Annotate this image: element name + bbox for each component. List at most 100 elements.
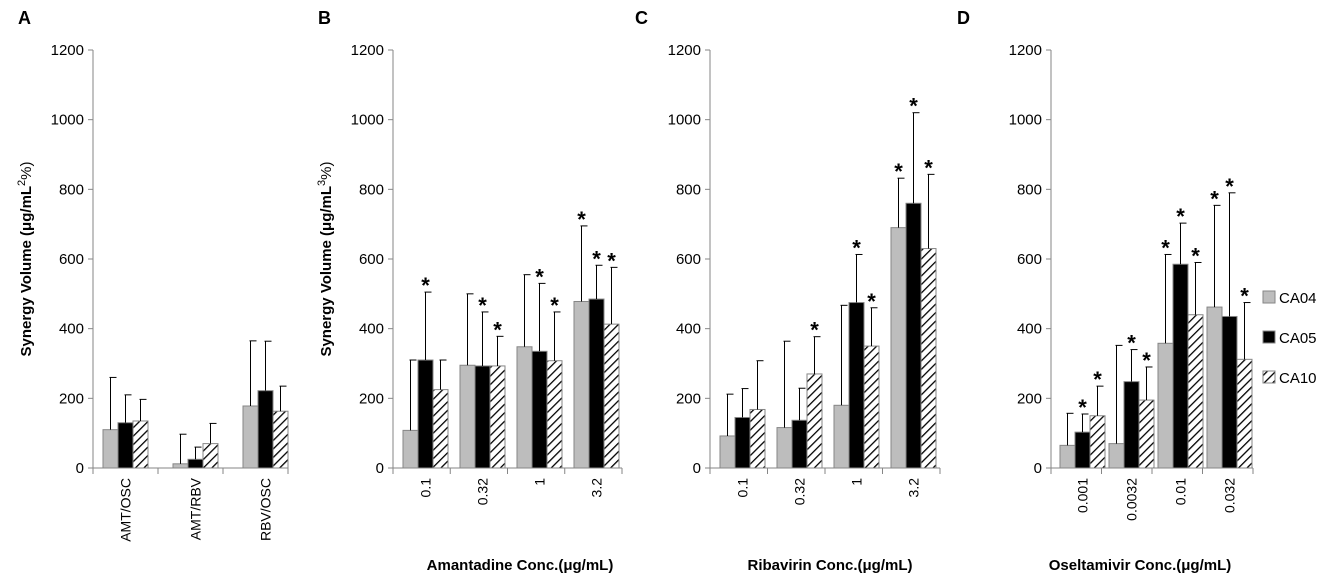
significance-star: * [535,264,544,289]
panel-letter: C [635,8,648,28]
bar-ca05 [117,422,134,469]
x-category-label: 3.2 [589,478,605,498]
bar-ca04 [459,364,476,469]
x-category-label: AMT/RBV [188,477,204,540]
bar-ca05 [791,419,808,469]
bar-ca05 [1074,431,1091,469]
bar-ca04 [890,227,907,469]
panel-letter: B [318,8,331,28]
legend-label-ca05: CA05 [1279,330,1317,347]
panel-a: A 0 200 400 600 800 1000 1200 AMT/OSC AMT/RBV RBV/… [16,8,289,542]
x-category-label: 3.2 [906,478,922,498]
bar-ca05 [588,298,605,469]
bar-ca05 [734,416,751,469]
bar-ca10 [603,323,620,469]
significance-star: * [810,318,819,343]
x-category-label: 0.032 [1222,478,1238,513]
x-category-label: 0.1 [418,478,434,498]
significance-star: * [1240,284,1249,309]
y-tick-label: 200 [676,390,701,407]
bar-ca05 [257,390,274,469]
bar-ca04 [1059,444,1076,469]
y-tick-label: 400 [1017,321,1042,338]
significance-star: * [894,159,903,184]
bar-ca10 [1138,399,1155,469]
y-tick-label: 1000 [1009,112,1042,129]
y-tick-label: 600 [59,251,84,268]
significance-star: * [550,293,559,318]
y-axis-label: Synergy Volume (μg/mL3%) [316,161,335,356]
x-category-label: 0.32 [792,478,808,505]
y-tick-label: 800 [59,181,84,198]
significance-star: * [867,289,876,314]
bar-ca10 [920,248,937,469]
significance-star: * [493,317,502,342]
y-tick-label: 1200 [351,42,384,59]
bar-ca04 [402,429,419,469]
bar-ca10 [1187,314,1204,469]
bar-ca10 [432,389,449,469]
significance-star: * [1127,331,1136,356]
x-category-label: 0.0032 [1124,478,1140,521]
bar-ca05 [417,359,434,469]
y-axis-label: Synergy Volume (μg/mL2%) [16,161,35,356]
bar-ca05 [848,302,865,469]
panel-d: D020040060080010001200**0.001**0.0032***… [957,8,1254,574]
legend-swatch-ca04 [1262,290,1276,304]
x-category-label: 0.1 [735,478,751,498]
y-tick-label: 1200 [1009,42,1042,59]
bar-ca04 [102,429,119,469]
bar-ca10 [272,410,289,469]
x-category-label: AMT/OSC [118,478,134,542]
y-tick-label: 400 [59,321,84,338]
bar-ca04 [242,405,259,469]
legend-swatch-ca10 [1262,370,1276,384]
bar-ca05 [531,350,548,469]
y-tick-label: 200 [1017,390,1042,407]
bar-ca10 [1089,415,1106,469]
legend-label-ca04: CA04 [1279,290,1317,307]
bar-ca04 [172,463,189,469]
significance-star: * [421,273,430,298]
significance-star: * [1093,367,1102,392]
y-tick-label: 1000 [51,112,84,129]
bar-ca10 [489,365,506,469]
panel-letter: A [18,8,31,28]
y-tick-label: 200 [59,390,84,407]
y-tick-label: 800 [1017,181,1042,198]
y-tick-label: 400 [676,321,701,338]
x-axis-label: Amantadine Conc.(μg/mL) [427,557,614,574]
y-tick-label: 200 [359,390,384,407]
y-tick-label: 0 [693,460,701,477]
bar-ca05 [1221,315,1238,469]
significance-star: * [1225,174,1234,199]
bar-ca04 [1157,342,1174,469]
bar-ca10 [863,345,880,469]
legend: CA04 CA05 CA10 [1262,290,1317,387]
y-tick-label: 600 [676,251,701,268]
bar-ca04 [1206,306,1223,469]
y-tick-label: 1200 [668,42,701,59]
y-tick-label: 1000 [668,112,701,129]
significance-star: * [1078,395,1087,420]
bar-ca05 [1123,381,1140,469]
bar-ca10 [132,420,149,469]
significance-star: * [592,246,601,271]
bar-ca05 [187,458,204,469]
significance-star: * [1161,235,1170,260]
x-axis-label: Oseltamivir Conc.(μg/mL) [1049,557,1232,574]
y-tick-label: 600 [1017,251,1042,268]
y-tick-label: 1200 [51,42,84,59]
bar-ca04 [516,346,533,469]
bar-ca04 [573,300,590,469]
y-tick-label: 0 [1034,460,1042,477]
legend-label-ca10: CA10 [1279,370,1317,387]
significance-star: * [924,155,933,180]
significance-star: * [1176,204,1185,229]
bar-ca10 [806,373,823,469]
significance-star: * [909,94,918,119]
bar-ca04 [1108,443,1125,469]
x-category-label: 0.01 [1173,478,1189,505]
bar-ca05 [474,365,491,469]
